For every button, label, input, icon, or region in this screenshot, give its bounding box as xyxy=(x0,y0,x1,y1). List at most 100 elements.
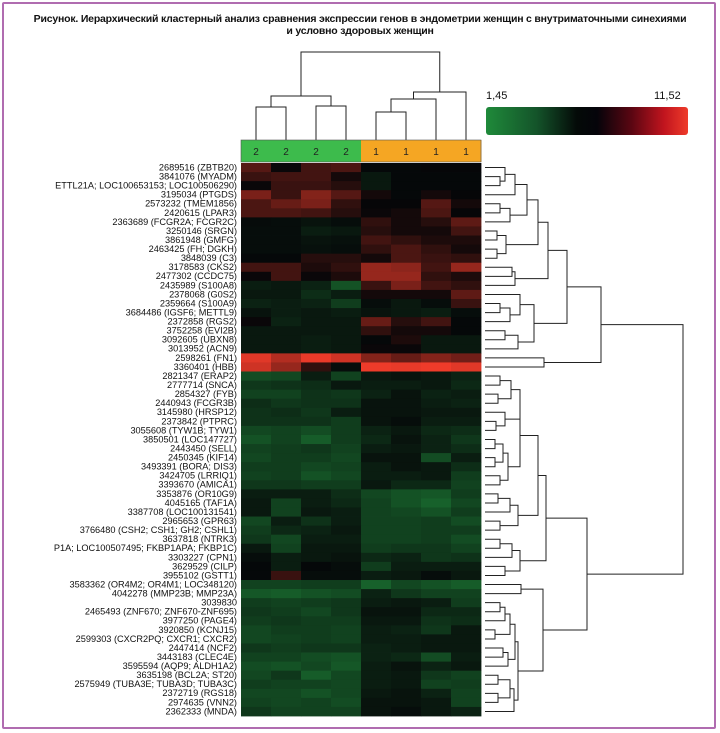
row-dendrogram-link xyxy=(485,334,519,350)
heatmap-cell xyxy=(361,398,392,409)
heatmap-cell xyxy=(391,289,422,300)
heatmap-cell xyxy=(361,226,392,236)
heatmap-cell xyxy=(241,235,272,245)
heatmap-cell xyxy=(331,172,362,182)
heatmap-cell xyxy=(271,407,302,418)
heatmap-cell xyxy=(361,253,392,264)
heatmap-cell xyxy=(331,416,362,427)
heatmap-cell xyxy=(451,244,482,255)
row-dendrogram-link xyxy=(508,404,521,468)
heatmap-cell xyxy=(331,163,362,173)
row-dendrogram-link xyxy=(485,303,501,314)
heatmap-cell xyxy=(301,516,332,527)
row-dendrogram-link xyxy=(485,606,506,622)
heatmap-cell xyxy=(421,679,452,690)
heatmap-cell xyxy=(241,353,272,363)
heatmap-cell xyxy=(241,552,272,563)
heatmap-cell xyxy=(421,670,452,681)
column-dendrogram xyxy=(255,51,467,140)
heatmap-cell xyxy=(331,326,362,336)
heatmap-cell xyxy=(391,444,422,454)
row-dendrogram-link xyxy=(485,411,506,427)
group-label: 2 xyxy=(283,147,289,158)
heatmap-cell xyxy=(331,552,362,563)
heatmap-cell xyxy=(421,543,452,554)
heatmap-cell xyxy=(421,507,452,517)
heatmap-cell xyxy=(271,580,302,590)
heatmap-cell xyxy=(271,262,302,273)
row-dendrogram-link xyxy=(485,475,501,486)
heatmap-cell xyxy=(241,561,272,572)
heatmap-cell xyxy=(271,652,302,663)
heatmap-cell xyxy=(391,652,422,663)
row-dendrogram-link xyxy=(518,588,544,672)
heatmap-cell xyxy=(271,244,302,255)
heatmap-cell xyxy=(301,434,332,445)
heatmap-cell xyxy=(331,634,362,644)
heatmap-cell xyxy=(241,163,272,173)
heatmap-cell xyxy=(241,670,272,681)
heatmap-cell xyxy=(301,489,332,499)
row-label: 2599303 (CXCR2PQ; CXCR1; CXCR2) xyxy=(76,634,237,644)
heatmap-cell xyxy=(391,434,422,445)
heatmap-cell xyxy=(391,543,422,554)
color-scale-min-label: 1,45 xyxy=(486,90,508,102)
heatmap-cell xyxy=(271,362,302,372)
heatmap-cell xyxy=(451,380,482,391)
heatmap-cell xyxy=(271,416,302,427)
heatmap-cell xyxy=(331,217,362,227)
heatmap-cell xyxy=(391,416,422,427)
row-label: 3493391 (BORA; DIS3) xyxy=(141,462,237,472)
heatmap-cell xyxy=(421,298,452,309)
heatmap-cell xyxy=(361,688,392,699)
heatmap-cell xyxy=(241,199,272,209)
heatmap-cell xyxy=(421,616,452,626)
heatmap-cell xyxy=(271,643,302,653)
heatmap-cell xyxy=(331,407,362,418)
heatmap-cell xyxy=(331,190,362,200)
heatmap-cell xyxy=(421,353,452,363)
heatmap-cell xyxy=(421,706,452,717)
heatmap-cell xyxy=(241,580,272,590)
heatmap-cell xyxy=(361,516,392,527)
heatmap-cell xyxy=(301,688,332,699)
color-scale-max-label: 11,52 xyxy=(654,90,681,102)
heatmap-cell xyxy=(331,625,362,635)
heatmap-cell xyxy=(301,308,332,318)
row-dendrogram-link xyxy=(485,674,499,685)
heatmap-cell xyxy=(361,598,392,608)
heatmap-cell xyxy=(241,398,272,409)
heatmap-cell xyxy=(421,226,452,236)
heatmap-cell xyxy=(391,371,422,381)
row-label: 3039830 xyxy=(201,598,237,608)
heatmap-cell xyxy=(391,172,422,182)
heatmap-cell xyxy=(421,525,452,536)
row-dendrogram-link xyxy=(518,435,539,516)
row-dendrogram-link xyxy=(543,517,588,631)
heatmap-cell xyxy=(361,271,392,282)
column-dendrogram-link xyxy=(375,111,407,140)
row-label: 4042278 (MMP23B; MMP23A) xyxy=(112,589,237,599)
row-dendrogram-link xyxy=(485,375,501,386)
group-label: 2 xyxy=(313,147,319,158)
row-dendrogram-link xyxy=(485,330,506,341)
heatmap-cell xyxy=(301,679,332,690)
heatmap-cell xyxy=(301,181,332,191)
heatmap-cell xyxy=(451,398,482,409)
heatmap-cell xyxy=(391,425,422,436)
heatmap-cell xyxy=(421,289,452,300)
heatmap-cell xyxy=(451,507,482,517)
row-label: 3977250 (PAGE4) xyxy=(163,616,237,626)
heatmap-cell xyxy=(361,425,392,436)
heatmap-cell xyxy=(271,561,302,572)
heatmap-cell xyxy=(391,625,422,635)
heatmap-cell xyxy=(301,471,332,481)
heatmap-cell xyxy=(301,353,332,363)
row-dendrogram-link xyxy=(485,647,504,658)
row-label: 3766480 (CSH2; CSH1; GH2; CSHL1) xyxy=(80,525,237,535)
heatmap-cell xyxy=(331,706,362,717)
row-dendrogram-link xyxy=(544,286,602,363)
heatmap-cell xyxy=(391,643,422,653)
heatmap-cell xyxy=(241,335,272,345)
heatmap-cell xyxy=(421,570,452,581)
